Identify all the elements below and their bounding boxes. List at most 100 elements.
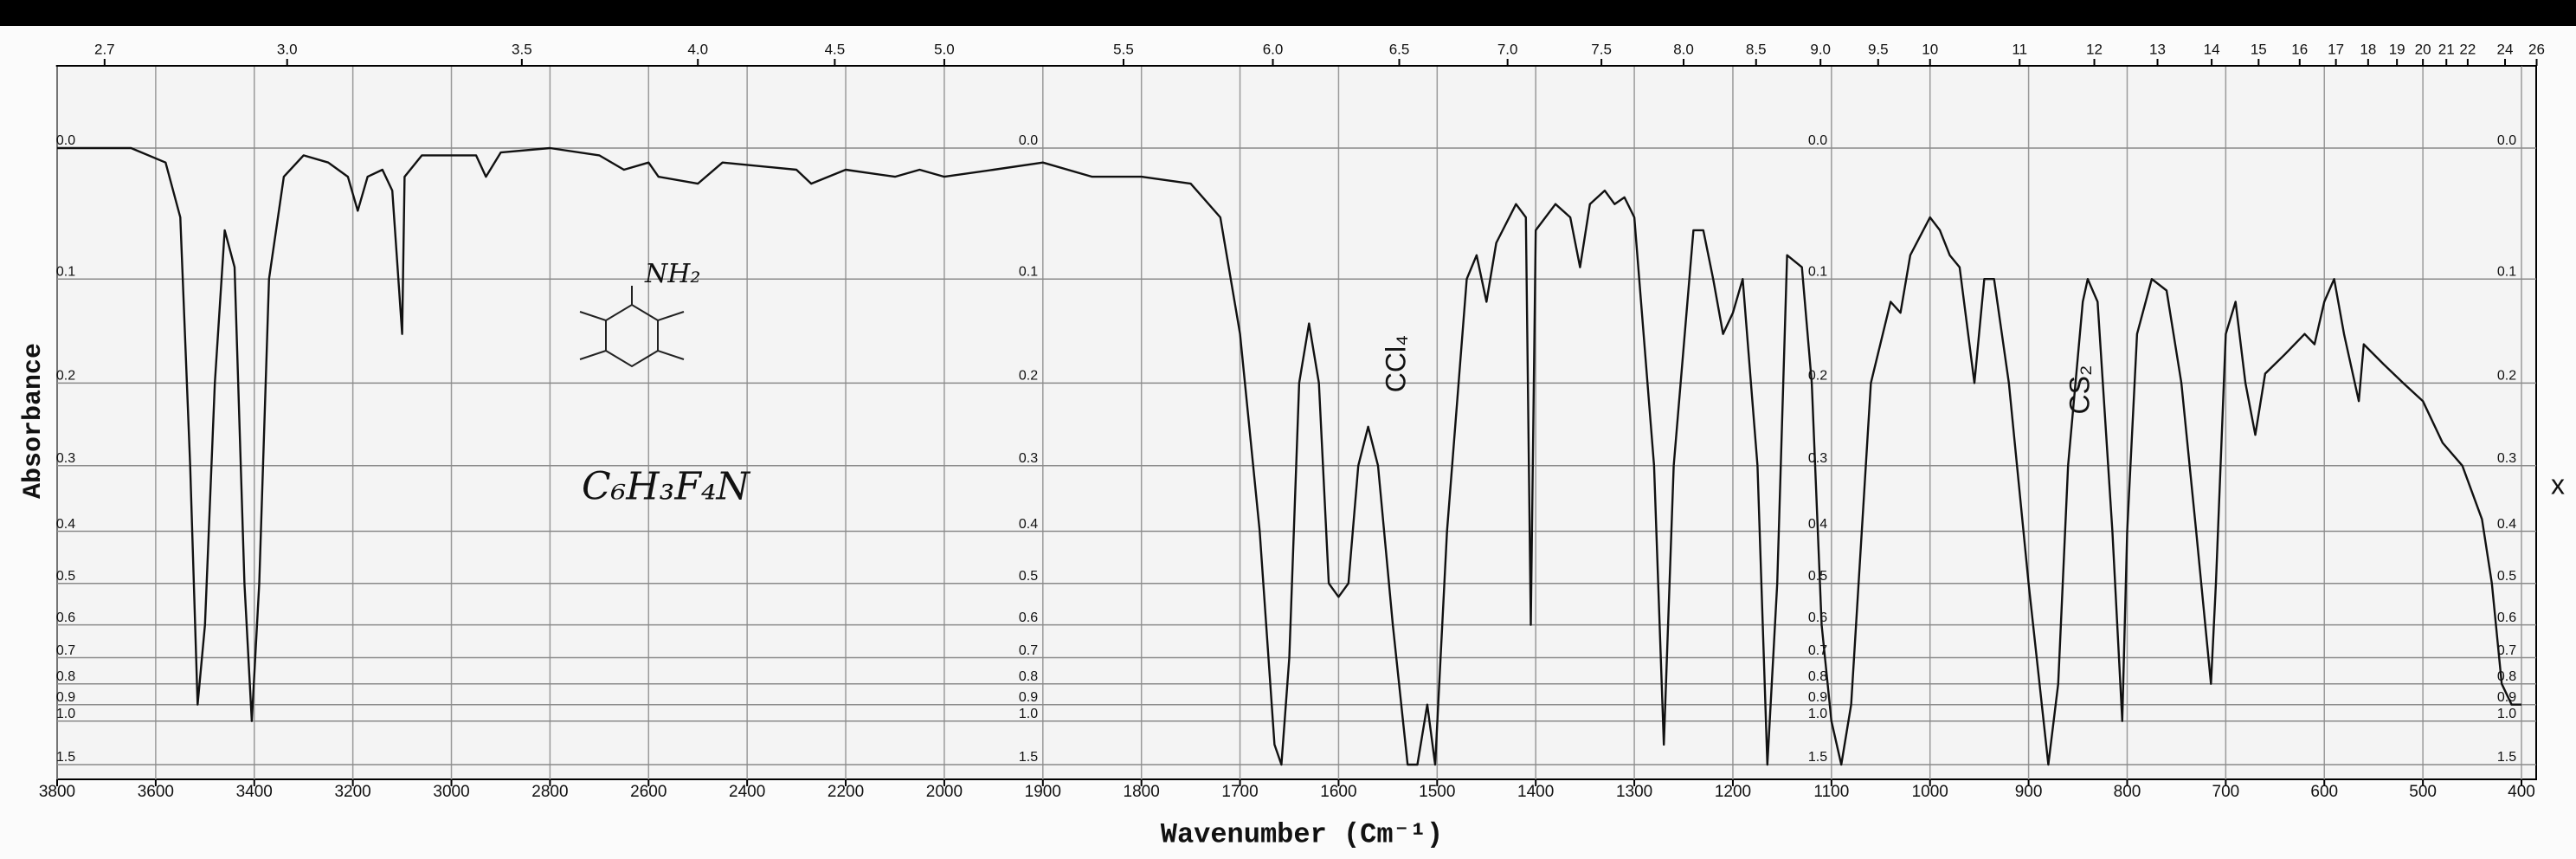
x2-tick-label: 18	[2360, 41, 2376, 57]
x2-tick-label: 5.0	[934, 41, 955, 57]
y-tick-label: 1.0	[2497, 707, 2516, 721]
y-tick-label: 0.6	[2497, 610, 2516, 625]
x-tick-label: 1600	[1320, 783, 1356, 801]
x-tick-label: 1700	[1221, 783, 1258, 801]
marks	[57, 146, 2521, 766]
x-tick-label: 900	[2015, 783, 2043, 801]
y-tick-label: 0.5	[2497, 569, 2516, 584]
x2-tick-label: 10	[1922, 41, 1938, 57]
y-tick-label: 0.4	[56, 517, 75, 532]
spectrum-line	[57, 146, 2521, 766]
x2-tick-label: 21	[2438, 41, 2455, 57]
x2-tick-label: 26	[2528, 41, 2545, 57]
annotation: x	[2551, 468, 2565, 500]
x-tick-label: 600	[2310, 783, 2338, 801]
x2-tick-label: 4.0	[687, 41, 708, 57]
x2-tick-label: 24	[2497, 41, 2514, 57]
x2-tick-label: 16	[2291, 41, 2308, 57]
x2-tick-label: 5.5	[1113, 41, 1134, 57]
x2-tick-label: 20	[2415, 41, 2431, 57]
y-tick-label: 0.4	[2497, 517, 2516, 532]
x2-tick-label: 9.0	[1810, 41, 1831, 57]
structure-sketch	[579, 286, 685, 368]
bond	[657, 350, 685, 360]
y-tick-label: 0.3	[1019, 451, 1038, 466]
y-tick-label: 0.1	[1808, 264, 1827, 279]
y-tick-label: 0.9	[1808, 690, 1827, 705]
bond	[579, 311, 607, 321]
x-tick-label: 1500	[1419, 783, 1455, 801]
x2-tick-label: 22	[2459, 41, 2476, 57]
plot-frame	[56, 65, 2537, 780]
x2-tick-label: 15	[2251, 41, 2267, 57]
x-tick-label: 3800	[39, 783, 75, 801]
y-tick-label: 1.0	[1019, 707, 1038, 721]
y-tick-label: 0.0	[2497, 133, 2516, 148]
y-tick-label: 0.9	[56, 690, 75, 705]
y-tick-label: 0.3	[56, 451, 75, 466]
x-tick-label: 1800	[1124, 783, 1160, 801]
x-tick-label: 1000	[1912, 783, 1948, 801]
y-tick-label: 0.7	[2497, 643, 2516, 658]
y-tick-label: 0.9	[1019, 690, 1038, 705]
y-tick-label: 1.5	[2497, 750, 2516, 765]
y-tick-label: 0.7	[56, 643, 75, 658]
x-tick-label: 3400	[236, 783, 273, 801]
x2-tick-label: 6.0	[1263, 41, 1284, 57]
y-axis-label: Absorbance	[19, 343, 48, 499]
y-tick-label: 0.8	[1019, 669, 1038, 684]
y-tick-label: 0.5	[1808, 569, 1827, 584]
y-tick-label: 1.0	[56, 707, 75, 721]
y-tick-label: 0.3	[2497, 451, 2516, 466]
y-tick-label: 0.7	[1808, 643, 1827, 658]
y-tick-label: 0.1	[56, 264, 75, 279]
x2-tick-label: 2.7	[94, 41, 115, 57]
x-tick-label: 1900	[1025, 783, 1061, 801]
y-tick-label: 0.2	[1808, 369, 1827, 384]
x-tick-label: 3000	[433, 783, 469, 801]
x-axis-label: Wavenumber (Cm⁻¹)	[1161, 818, 1444, 850]
annotation: CS₂	[2064, 365, 2095, 415]
x2-tick-label: 6.5	[1389, 41, 1410, 57]
x2-tick-label: 12	[2086, 41, 2103, 57]
x2-tick-label: 17	[2328, 41, 2344, 57]
bond	[657, 311, 685, 321]
x2-tick-label: 7.0	[1497, 41, 1518, 57]
x-tick-label: 500	[2409, 783, 2437, 801]
y-tick-label: 1.0	[1808, 707, 1827, 721]
y-tick-label: 1.5	[56, 750, 75, 765]
x-tick-label: 800	[2114, 783, 2141, 801]
y-tick-label: 0.5	[1019, 569, 1038, 584]
y-tick-label: 0.3	[1808, 451, 1827, 466]
x2-tick-label: 8.0	[1673, 41, 1694, 57]
y-tick-label: 1.5	[1808, 750, 1827, 765]
y-tick-label: 0.4	[1019, 517, 1038, 532]
x-tick-label: 2000	[926, 783, 963, 801]
y-tick-label: 0.5	[56, 569, 75, 584]
x-tick-label: 1100	[1813, 783, 1849, 801]
annotation: C₆H₃F₄N	[582, 465, 750, 509]
y-tick-label: 0.6	[1019, 610, 1038, 625]
x2-tick-label: 19	[2389, 41, 2405, 57]
x-tick-label: 700	[2212, 783, 2240, 801]
y-tick-label: 0.9	[2497, 690, 2516, 705]
y-tick-label: 0.0	[1808, 133, 1827, 148]
y-tick-label: 0.6	[56, 610, 75, 625]
top-bar	[0, 0, 2576, 26]
annotation: CCl₄	[1380, 335, 1411, 392]
y-tick-label: 0.6	[1808, 610, 1827, 625]
y-tick-label: 1.5	[1019, 750, 1038, 765]
y-tick-label: 0.2	[56, 369, 75, 384]
x2-tick-label: 11	[2012, 41, 2027, 57]
y-tick-label: 0.0	[1019, 133, 1038, 148]
x2-tick-label: 3.0	[277, 41, 298, 57]
x-tick-label: 2200	[828, 783, 864, 801]
x2-tick-label: 13	[2149, 41, 2166, 57]
y-tick-label: 0.2	[2497, 369, 2516, 384]
ticks: 3800 3600 3400 3200 3000 2800 2600 2400 2200 2000…	[39, 41, 2545, 801]
y-tick-label: 0.1	[2497, 264, 2516, 279]
x-tick-label: 3600	[138, 783, 174, 801]
y-tick-label: 0.7	[1019, 643, 1038, 658]
x2-tick-label: 8.5	[1746, 41, 1767, 57]
